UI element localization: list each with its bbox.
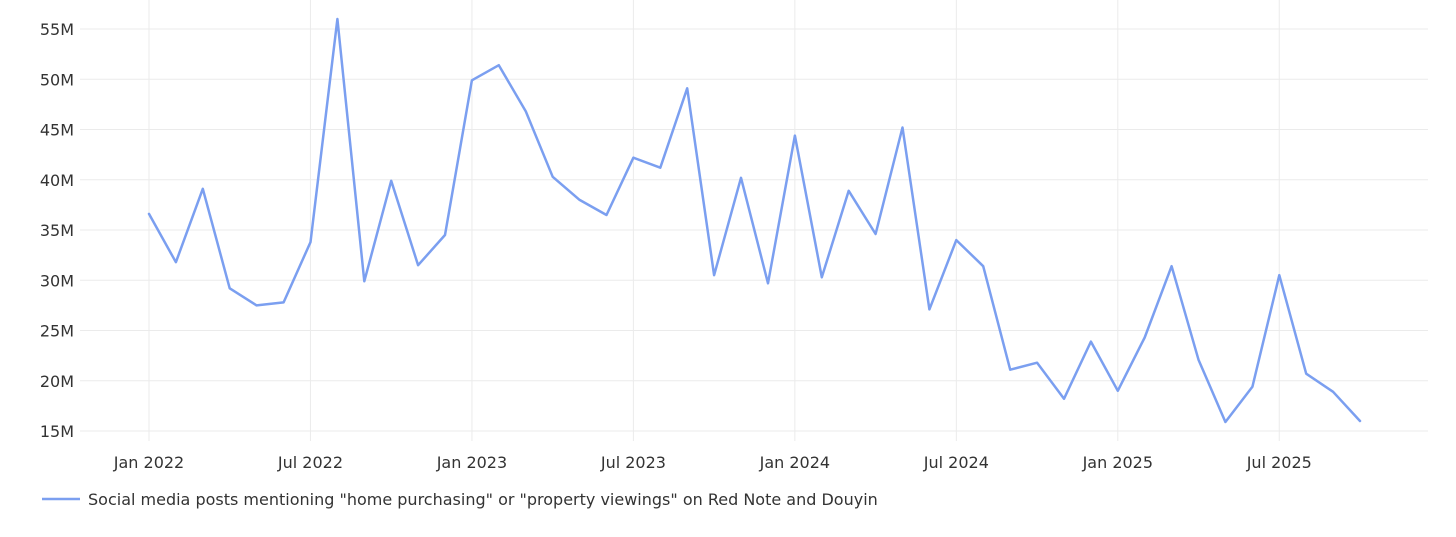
y-tick-label: 40M	[40, 171, 74, 190]
data-point[interactable]	[681, 82, 693, 94]
data-point[interactable]	[1139, 332, 1151, 344]
data-point[interactable]	[385, 175, 397, 187]
data-point[interactable]	[789, 130, 801, 142]
data-point[interactable]	[547, 171, 559, 183]
data-point[interactable]	[1219, 416, 1231, 428]
data-point[interactable]	[278, 296, 290, 308]
data-point[interactable]	[923, 303, 935, 315]
x-tick-label: Jan 2025	[1082, 453, 1153, 472]
y-tick-label: 50M	[40, 70, 74, 89]
x-tick-label: Jan 2023	[436, 453, 507, 472]
data-point[interactable]	[870, 228, 882, 240]
data-point[interactable]	[950, 234, 962, 246]
data-point[interactable]	[1273, 269, 1285, 281]
x-tick-label: Jul 2025	[1246, 453, 1312, 472]
legend-label: Social media posts mentioning "home purc…	[88, 490, 878, 509]
y-tick-label: 45M	[40, 121, 74, 140]
data-point[interactable]	[1031, 357, 1043, 369]
x-tick-label: Jul 2022	[277, 453, 343, 472]
data-point[interactable]	[735, 172, 747, 184]
data-point[interactable]	[439, 229, 451, 241]
data-point[interactable]	[762, 277, 774, 289]
data-point[interactable]	[1327, 386, 1339, 398]
data-point[interactable]	[1004, 364, 1016, 376]
y-tick-label: 35M	[40, 221, 74, 240]
y-tick-label: 20M	[40, 372, 74, 391]
data-point[interactable]	[574, 194, 586, 206]
y-tick-label: 25M	[40, 322, 74, 341]
data-point[interactable]	[304, 236, 316, 248]
x-tick-label: Jan 2022	[113, 453, 184, 472]
x-tick-label: Jul 2024	[923, 453, 989, 472]
data-point[interactable]	[843, 185, 855, 197]
x-tick-label: Jul 2023	[600, 453, 666, 472]
data-point[interactable]	[331, 13, 343, 25]
data-point[interactable]	[412, 259, 424, 271]
series-line[interactable]	[147, 17, 1362, 424]
data-point[interactable]	[1300, 368, 1312, 380]
data-point[interactable]	[654, 162, 666, 174]
data-point[interactable]	[816, 271, 828, 283]
data-point[interactable]	[1354, 415, 1366, 427]
data-point[interactable]	[358, 275, 370, 287]
data-point[interactable]	[143, 208, 155, 220]
data-point[interactable]	[466, 74, 478, 86]
data-point[interactable]	[1085, 336, 1097, 348]
data-point[interactable]	[977, 260, 989, 272]
series-lines	[143, 13, 1366, 428]
data-point[interactable]	[197, 183, 209, 195]
data-point[interactable]	[600, 209, 612, 221]
data-point[interactable]	[1193, 354, 1205, 366]
data-point[interactable]	[897, 122, 909, 134]
data-point[interactable]	[1166, 260, 1178, 272]
y-tick-label: 55M	[40, 20, 74, 39]
y-axis-tick-labels: 15M 20M 25M 30M 35M 40M 45M 50M 55M	[40, 20, 74, 441]
data-point[interactable]	[1112, 385, 1124, 397]
data-point[interactable]	[170, 256, 182, 268]
data-point[interactable]	[1058, 393, 1070, 405]
x-tick-label: Jan 2024	[759, 453, 830, 472]
legend[interactable]: Social media posts mentioning "home purc…	[42, 490, 878, 509]
x-axis-tick-labels: Jan 2022 Jul 2022 Jan 2023 Jul 2023 Jan 2024…	[113, 453, 1312, 472]
y-tick-label: 30M	[40, 271, 74, 290]
x-gridlines	[148, 0, 1280, 441]
data-point[interactable]	[224, 282, 236, 294]
data-point[interactable]	[520, 105, 532, 117]
data-point[interactable]	[493, 59, 505, 71]
data-point[interactable]	[708, 269, 720, 281]
data-point[interactable]	[627, 152, 639, 164]
data-point[interactable]	[1246, 381, 1258, 393]
y-tick-label: 15M	[40, 422, 74, 441]
data-point[interactable]	[251, 299, 263, 311]
